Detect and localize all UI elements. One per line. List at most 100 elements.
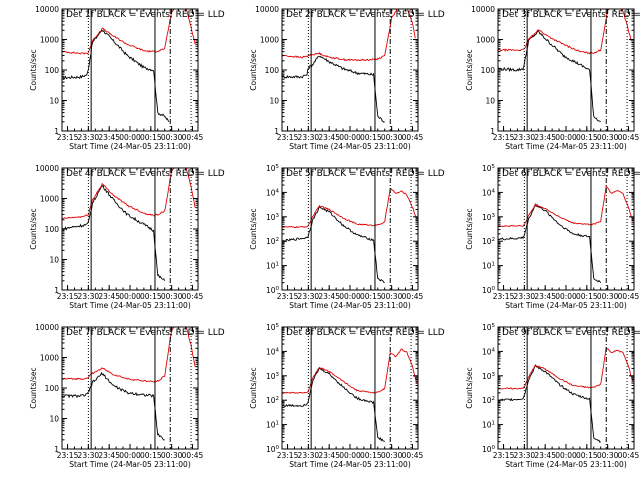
plot-frame [497, 167, 635, 291]
x-tick-label: 23:30 [298, 292, 320, 301]
series-events-line [62, 371, 165, 441]
plot-frame [61, 167, 199, 291]
x-tick-label: 00:15 [360, 133, 382, 142]
x-tick-label: 00:30 [161, 451, 183, 460]
y-tick-label: 104 [266, 188, 280, 197]
series-lld-line [62, 9, 196, 55]
y-tick-label: 1000 [40, 354, 59, 363]
x-tick-label: 00:30 [381, 451, 403, 460]
x-tick-label: 00:00 [119, 451, 141, 460]
y-tick-label: 1 [490, 127, 495, 136]
series-lld-line [62, 168, 196, 219]
y-tick-label: 1000 [40, 195, 59, 204]
x-tick-label: 23:45 [98, 451, 120, 460]
y-tick-label: 10000 [35, 164, 59, 173]
x-axis-label: Start Time (24-Mar-05 23:11:00) [69, 301, 191, 310]
y-tick-label: 10 [49, 415, 59, 424]
y-tick-label: 103 [482, 213, 496, 222]
y-tick-label: 100 [266, 286, 280, 295]
y-tick-label: 102 [266, 237, 279, 246]
x-tick-label: 23:45 [534, 451, 556, 460]
x-tick-label: 23:45 [98, 292, 120, 301]
x-tick-label: 23:15 [277, 133, 299, 142]
x-tick-label: 00:15 [576, 133, 598, 142]
y-axis-label: Counts/sec [249, 208, 258, 249]
y-tick-label: 10 [49, 256, 59, 265]
plot-area [62, 168, 196, 281]
chart-title: Det 1f BLACK = Events, RED = LLD [66, 10, 225, 20]
x-tick-label: 23:15 [57, 451, 79, 460]
y-tick-label: 100 [266, 445, 280, 454]
y-tick-label: 101 [482, 421, 495, 430]
chart-panel-1: Det 1f BLACK = Events, RED = LLD 1 10 100 10… [29, 5, 225, 151]
y-tick-label: 105 [482, 164, 496, 173]
chart-title: Det 5f BLACK = Events, RED = LLD [286, 169, 445, 179]
x-tick-label: 23:30 [514, 451, 536, 460]
series-events-line [282, 205, 385, 284]
x-tick-label: 00:30 [381, 133, 403, 142]
y-tick-label: 101 [266, 262, 279, 271]
x-tick-label: 23:45 [98, 133, 120, 142]
y-tick-label: 100 [45, 384, 60, 393]
x-tick-label: 00:00 [339, 133, 361, 142]
y-tick-label: 10 [49, 97, 59, 106]
x-tick-label: 00:00 [555, 451, 577, 460]
x-tick-label: 23:15 [493, 451, 515, 460]
x-tick-label: 00:15 [576, 451, 598, 460]
x-tick-label: 00:45 [402, 292, 424, 301]
y-tick-label: 1 [54, 286, 59, 295]
x-tick-label: 23:15 [493, 133, 515, 142]
chart-panel-2: Det 2f BLACK = Events, RED = LLD 1 10 100 10… [249, 5, 445, 151]
series-lld-line [62, 327, 196, 383]
y-tick-label: 103 [482, 372, 496, 381]
x-tick-label: 00:45 [182, 451, 204, 460]
y-axis-label: Counts/sec [29, 49, 38, 90]
x-tick-label: 23:45 [534, 292, 556, 301]
y-tick-label: 10 [485, 97, 495, 106]
plot-area [62, 9, 196, 123]
x-axis-label: Start Time (24-Mar-05 23:11:00) [69, 142, 191, 151]
plot-frame [281, 326, 419, 450]
chart-title: Det 8f BLACK = Events, RED = LLD [286, 328, 445, 338]
plot-frame [61, 326, 199, 450]
plot-frame [497, 8, 635, 132]
x-tick-label: 00:00 [339, 451, 361, 460]
series-lld-line [282, 188, 418, 229]
y-tick-label: 103 [266, 372, 280, 381]
y-axis-label: Counts/sec [29, 367, 38, 408]
series-events-line [498, 30, 601, 123]
y-tick-label: 1000 [476, 36, 495, 45]
y-tick-label: 104 [266, 347, 280, 356]
x-tick-label: 00:45 [182, 133, 204, 142]
y-tick-label: 105 [266, 164, 280, 173]
chart-panel-9: Det 9f BLACK = Events, RED = LLD 100 101 10… [465, 323, 640, 469]
chart-panel-8: Det 8f BLACK = Events, RED = LLD 100 101 10… [249, 323, 445, 469]
x-tick-label: 23:30 [298, 133, 320, 142]
x-tick-label: 23:45 [318, 292, 340, 301]
x-tick-label: 00:15 [140, 451, 162, 460]
y-tick-label: 102 [482, 396, 495, 405]
x-tick-label: 23:30 [514, 133, 536, 142]
y-tick-label: 100 [45, 225, 60, 234]
plot-frame [497, 326, 635, 450]
x-tick-label: 00:30 [597, 133, 619, 142]
x-tick-label: 23:30 [78, 292, 100, 301]
x-tick-label: 00:30 [597, 451, 619, 460]
series-lld-line [498, 185, 634, 228]
y-tick-label: 1 [274, 127, 279, 136]
y-tick-label: 105 [482, 323, 496, 332]
x-tick-label: 00:00 [119, 133, 141, 142]
x-tick-label: 00:45 [402, 451, 424, 460]
y-tick-label: 100 [45, 66, 60, 75]
plot-area [498, 185, 634, 283]
y-tick-label: 10000 [471, 5, 495, 14]
x-tick-label: 00:45 [182, 292, 204, 301]
x-axis-label: Start Time (24-Mar-05 23:11:00) [505, 460, 627, 469]
x-tick-label: 23:30 [78, 133, 100, 142]
chart-panel-4: Det 4f BLACK = Events, RED = LLD 1 10 100 10… [29, 164, 225, 310]
x-tick-label: 00:45 [402, 133, 424, 142]
y-axis-label: Counts/sec [249, 367, 258, 408]
x-tick-label: 23:30 [514, 292, 536, 301]
chart-panel-6: Det 6f BLACK = Events, RED = LLD 100 101 10… [465, 164, 640, 310]
x-tick-label: 23:45 [534, 133, 556, 142]
